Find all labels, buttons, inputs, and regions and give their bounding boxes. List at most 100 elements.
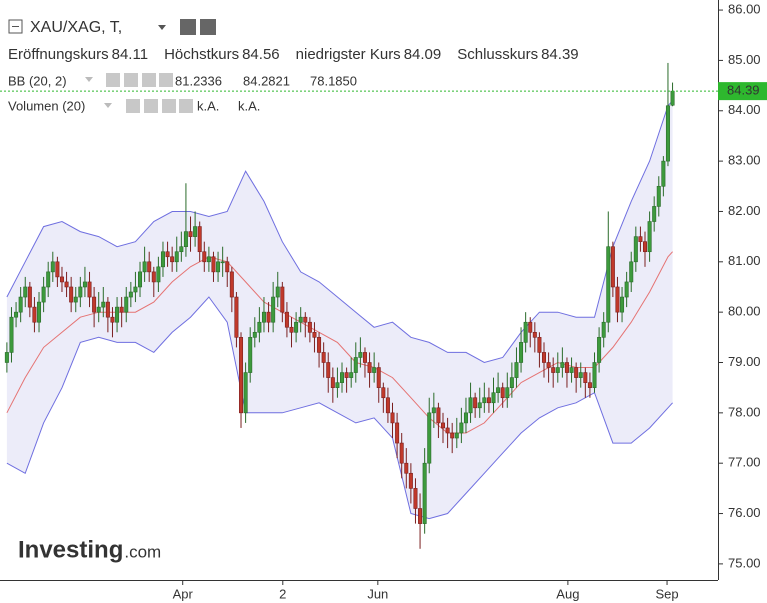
candle-body [243, 372, 248, 414]
candle-body [514, 362, 519, 378]
plot-area [4, 62, 675, 549]
candle-body [59, 276, 64, 283]
candle-body [174, 251, 179, 263]
candle-body [450, 432, 455, 439]
candle-body [381, 387, 386, 399]
candle-body [463, 412, 468, 424]
candle-body [119, 306, 124, 313]
candle-body [505, 387, 510, 399]
candle-body [528, 321, 533, 333]
candle-body [312, 331, 317, 338]
candle-body [638, 236, 643, 242]
candle-body [142, 261, 147, 273]
candle-body [138, 271, 143, 288]
collapse-icon[interactable] [8, 19, 23, 34]
candle-body [257, 321, 262, 333]
candle-body [643, 241, 648, 253]
indicator-readout: 81.2336 [175, 73, 222, 88]
candle-body [197, 226, 202, 253]
candle-body [92, 296, 97, 313]
ohlc-value: 84.39 [541, 46, 579, 63]
candle-body [367, 362, 372, 373]
candle-body [248, 337, 253, 373]
y-tick-label: 84.00 [728, 102, 761, 117]
candle-body [55, 261, 60, 278]
x-tick-label: Jun [367, 586, 388, 601]
ohlc-value: 84.09 [404, 46, 442, 63]
candle-body [546, 362, 551, 368]
candle-body [408, 472, 413, 489]
candle-body [491, 392, 496, 404]
candle-body [115, 306, 120, 323]
candle-body [537, 337, 542, 353]
candle-body [170, 256, 175, 263]
candle-body [385, 397, 390, 414]
volume-readout: k.A. [197, 98, 219, 113]
indicator-close-icon[interactable] [159, 73, 173, 87]
y-tick-label: 83.00 [728, 153, 761, 168]
band-upper [6, 100, 673, 364]
candle-body [27, 286, 32, 308]
volume-label: Volumen (20) [8, 98, 85, 113]
candle-body [307, 321, 312, 333]
candle-body [280, 286, 285, 313]
candle-body [454, 432, 459, 439]
title-caret[interactable] [158, 25, 166, 30]
candle-body [509, 377, 514, 388]
candle-body [564, 362, 569, 373]
candle-body [353, 357, 358, 373]
candle-body [96, 306, 101, 313]
indicator-readout: 84.2821 [243, 73, 290, 88]
candle-body [50, 261, 55, 273]
candle-body [665, 105, 670, 162]
candle-body [500, 387, 505, 399]
y-tick-label: 78.00 [728, 404, 761, 419]
candle-body [610, 246, 615, 288]
y-tick-label: 79.00 [728, 354, 761, 369]
candle-body [399, 442, 404, 464]
candle-body [349, 372, 354, 378]
candle-body [647, 221, 652, 253]
x-tick-label: 2 [279, 586, 286, 601]
volume-readout: k.A. [238, 98, 260, 113]
candle-body [519, 342, 524, 363]
candle-body [14, 311, 19, 318]
candle-body [358, 352, 363, 358]
candle-body [427, 412, 432, 464]
candle-body [298, 316, 303, 323]
indicator-caret[interactable] [85, 77, 93, 82]
eye-icon[interactable] [180, 19, 196, 35]
indicator-eye-icon[interactable] [106, 73, 120, 87]
candle-body [303, 316, 308, 323]
settings-icon[interactable] [200, 19, 216, 35]
volume-eye-icon[interactable] [126, 99, 140, 113]
candle-body [4, 352, 9, 363]
candle-body [523, 321, 528, 343]
candle-body [376, 367, 381, 388]
candle-body [652, 206, 657, 222]
ohlc-label: Eröffnungskurs [8, 46, 109, 63]
indicator-settings-icon[interactable] [124, 73, 138, 87]
y-tick-label: 76.00 [728, 505, 761, 520]
volume-close-icon[interactable] [179, 99, 193, 113]
ohlc-value: 84.56 [242, 46, 280, 63]
volume-caret[interactable] [104, 103, 112, 108]
candle-body [670, 90, 675, 106]
candle-body [372, 367, 377, 373]
candle-body [413, 488, 418, 509]
volume-settings-icon[interactable] [162, 99, 176, 113]
candle-body [147, 261, 152, 273]
candle-body [18, 296, 23, 313]
volume-settings-icon[interactable] [144, 99, 158, 113]
candle-body [560, 362, 565, 368]
candle-body [569, 367, 574, 373]
candle-body [317, 337, 322, 353]
candle-body [165, 251, 170, 258]
candle-body [551, 367, 556, 373]
candle-body [431, 407, 436, 414]
candle-body [110, 316, 115, 323]
candle-body [583, 372, 588, 383]
candle-body [597, 337, 602, 363]
indicator-settings-icon[interactable] [142, 73, 156, 87]
candle-body [390, 412, 395, 424]
